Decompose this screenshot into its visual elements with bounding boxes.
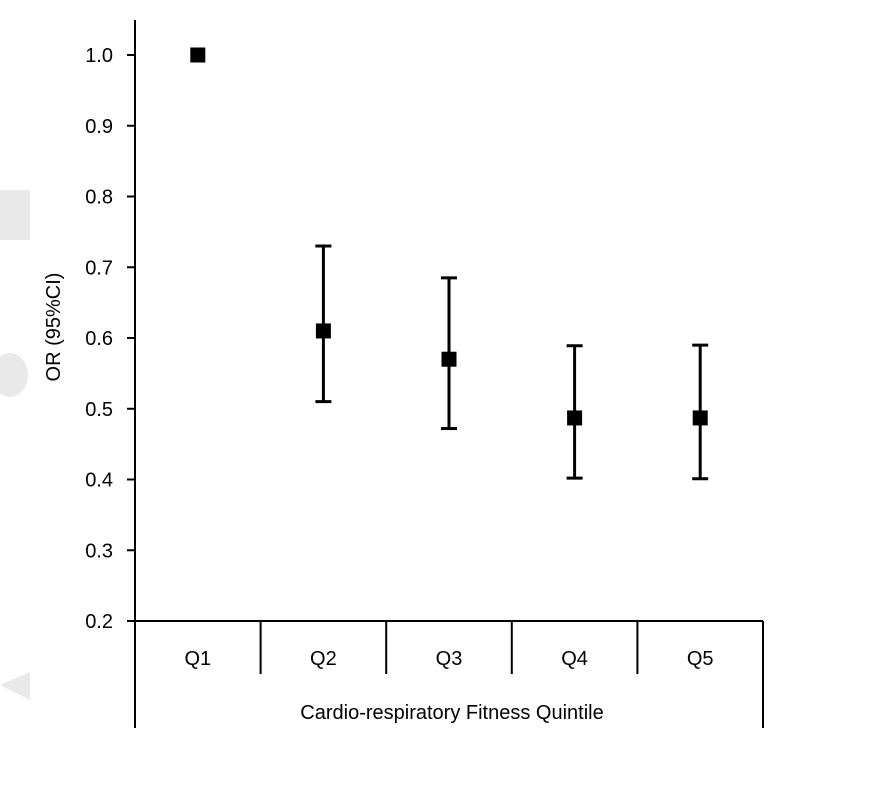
scan-artifact: [0, 672, 30, 700]
y-tick-label: 0.4: [85, 470, 113, 492]
y-axis-title: OR (95%CI): [43, 273, 65, 382]
y-ticks: 0.2 0.3 0.4 0.5 0.6 0.7 0.8 0.9 1.0: [85, 45, 135, 633]
axes: [134, 20, 764, 728]
data-point: [692, 410, 708, 426]
y-tick-label: 0.9: [85, 116, 113, 138]
data-point: [315, 323, 331, 339]
data-point: [190, 47, 206, 63]
scan-artifact: [0, 190, 30, 240]
x-tick-label: Q5: [687, 648, 714, 670]
data-point: [441, 351, 457, 367]
y-tick-label: 1.0: [85, 45, 113, 67]
data-marks: [190, 47, 709, 481]
y-tick-label: 0.5: [85, 399, 113, 421]
x-tick-label: Q1: [184, 648, 211, 670]
y-tick-label: 0.6: [85, 328, 113, 350]
scan-artifact: [0, 353, 28, 397]
x-tick-label: Q3: [436, 648, 463, 670]
x-tick-label: Q2: [310, 648, 337, 670]
y-tick-label: 0.2: [85, 611, 113, 633]
x-axis-title: Cardio-respiratory Fitness Quintile: [300, 702, 603, 724]
y-tick-label: 0.8: [85, 187, 113, 209]
x-categories: Q1 Q2 Q3 Q4 Q5: [184, 621, 714, 674]
y-tick-label: 0.7: [85, 257, 113, 279]
x-tick-label: Q4: [561, 648, 588, 670]
y-tick-label: 0.3: [85, 540, 113, 562]
data-point: [567, 410, 583, 426]
